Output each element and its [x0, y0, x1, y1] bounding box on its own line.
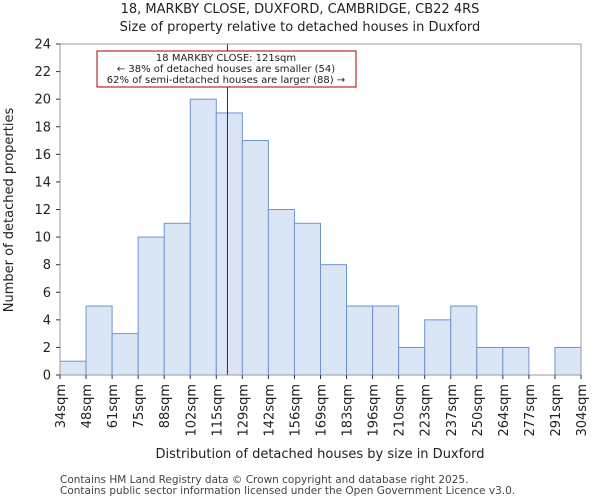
x-tick-label: 223sqm: [419, 384, 434, 437]
y-tick-label: 22: [34, 65, 51, 80]
x-tick-label: 88sqm: [158, 384, 173, 428]
bar-115sqm: [215, 112, 243, 376]
y-tick-label: 2: [43, 341, 51, 356]
annotation-line-3: 62% of semi-detached houses are larger (…: [107, 75, 345, 86]
bar-196sqm: [372, 305, 400, 376]
bar-250sqm: [476, 346, 504, 376]
bar-156sqm: [293, 222, 322, 376]
x-tick-label: 61sqm: [106, 384, 121, 428]
x-tick-label: 48sqm: [80, 384, 95, 428]
y-tick-label: 14: [34, 175, 51, 190]
y-tick-label: 0: [43, 369, 51, 384]
bar-223sqm: [424, 319, 452, 376]
bar-48sqm: [85, 305, 113, 376]
x-tick-label: 142sqm: [262, 384, 277, 437]
x-tick-label: 169sqm: [315, 384, 330, 437]
footer-line-2: Contains public sector information licen…: [60, 485, 515, 497]
y-tick-label: 4: [43, 313, 51, 328]
annotation-line-1: 18 MARKBY CLOSE: 121sqm: [156, 53, 296, 64]
bar-34sqm: [59, 360, 87, 376]
x-tick-label: 102sqm: [184, 384, 199, 437]
bar-102sqm: [189, 98, 217, 376]
x-tick-label: 304sqm: [575, 384, 590, 437]
x-axis-label: Distribution of detached houses by size …: [155, 447, 484, 462]
annotation-frame: [96, 50, 357, 88]
x-tick-label: 196sqm: [367, 384, 382, 437]
y-tick-label: 16: [34, 148, 51, 163]
annotation-line-2: ← 38% of detached houses are smaller (54…: [117, 64, 335, 75]
bar-169sqm: [320, 264, 348, 376]
x-tick-label: 250sqm: [471, 384, 486, 437]
y-tick-label: 6: [43, 286, 51, 301]
footer-line-1: Contains HM Land Registry data © Crown c…: [60, 474, 468, 486]
annotation-box: 18 MARKBY CLOSE: 121sqm ← 38% of detache…: [96, 50, 357, 88]
bar-129sqm: [241, 140, 269, 376]
y-tick-label: 8: [43, 258, 51, 273]
bar-61sqm: [111, 333, 139, 376]
chart-title: 18, MARKBY CLOSE, DUXFORD, CAMBRIDGE, CB…: [121, 2, 480, 17]
bar-183sqm: [346, 305, 374, 376]
x-tick-label: 129sqm: [236, 384, 251, 437]
x-tick-label: 183sqm: [341, 384, 356, 437]
x-tick-label: 291sqm: [549, 384, 564, 437]
x-tick-label: 210sqm: [393, 384, 408, 437]
x-tick-label: 264sqm: [497, 384, 512, 437]
bar-210sqm: [398, 346, 426, 376]
chart-subtitle: Size of property relative to detached ho…: [120, 20, 481, 35]
y-axis-label: Number of detached properties: [2, 108, 17, 313]
bar-264sqm: [502, 346, 530, 376]
bar-88sqm: [163, 222, 191, 376]
x-tick-label: 156sqm: [288, 384, 303, 437]
x-axis: 34sqm 48sqm 61sqm 75sqm 88sqm 102sqm 115sqm 129…: [54, 375, 590, 437]
bars: [59, 98, 582, 376]
x-tick-label: 115sqm: [210, 384, 225, 437]
y-tick-label: 20: [34, 93, 51, 108]
x-tick-label: 237sqm: [445, 384, 460, 437]
x-tick-label: 277sqm: [523, 384, 538, 437]
bar-291sqm: [554, 346, 582, 376]
bar-142sqm: [267, 209, 295, 376]
y-tick-label: 18: [34, 120, 51, 135]
y-tick-label: 10: [34, 231, 51, 246]
y-tick-label: 24: [34, 38, 51, 53]
bar-237sqm: [450, 305, 478, 376]
y-tick-label: 12: [34, 203, 51, 218]
bar-75sqm: [137, 236, 165, 376]
x-tick-label: 75sqm: [132, 384, 147, 428]
x-tick-label: 34sqm: [54, 384, 69, 428]
